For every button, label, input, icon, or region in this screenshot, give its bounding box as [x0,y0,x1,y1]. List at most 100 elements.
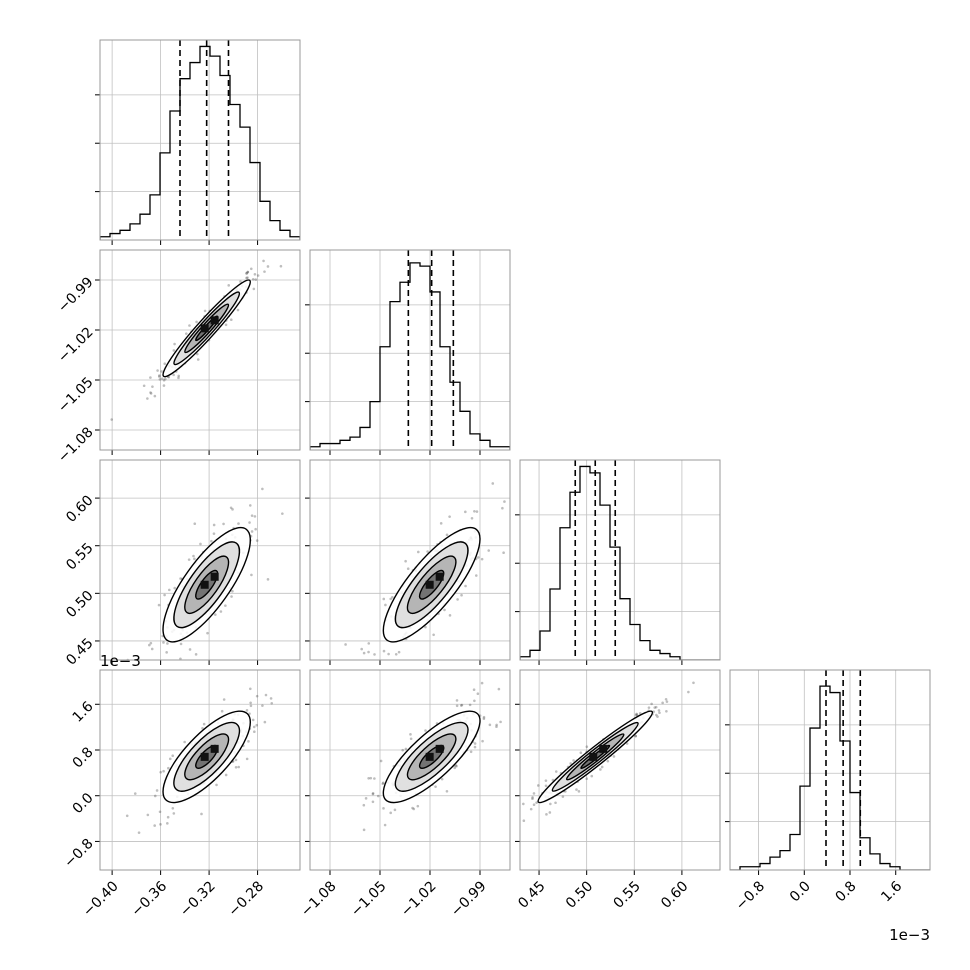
panel-frame [99,39,301,241]
scatter-point [151,385,154,388]
scatter-point [397,650,401,654]
scatter-point [470,516,474,520]
scatter-point [367,776,370,780]
scatter-point [532,803,536,807]
scatter-point [215,783,218,787]
density-core [210,316,219,325]
scatter-point [599,768,602,771]
scatter-point [142,384,146,388]
scatter-point [503,500,506,503]
scatter-point [133,792,137,795]
scatter-point [381,782,385,786]
scatter-point [157,375,161,378]
scatter-point [404,559,407,563]
scatter-point [253,515,257,518]
scatter-point [263,270,266,273]
scatter-point [172,373,175,377]
scatter-point [166,642,169,645]
scatter-point [167,375,171,379]
scatter-point [203,309,207,313]
scatter-point [382,649,386,653]
panel-frame [309,459,511,661]
scatter-point [491,482,495,485]
scatter-point [426,550,429,553]
scatter-point [473,509,476,513]
density-core [425,580,434,589]
scatter-point [255,723,259,727]
scatter-point [250,573,253,577]
scatter-point [153,794,157,798]
scatter-point [653,706,657,709]
scatter-point [281,512,284,515]
scatter-point [548,811,552,814]
scatter-point [196,358,200,361]
scatter-point [251,718,255,722]
pair-panel-p1-p3 [305,669,511,875]
scatter-point [579,751,583,755]
scatter-point [381,781,385,785]
scatter-point [162,378,166,382]
scatter-point [162,384,166,387]
scatter-point [454,764,458,767]
density-core [200,324,209,333]
scatter-point [371,791,375,795]
scatter-point [160,377,164,380]
offset-label-x: 1e−3 [889,926,930,944]
scatter-point [162,769,165,773]
panel-frame [309,249,511,451]
scatter-point [487,549,491,552]
scatter-point [480,681,484,685]
scatter-point [476,692,480,696]
pair-panel-p0-p1 [95,249,301,455]
scatter-point [487,836,490,839]
scatter-point [373,777,376,780]
scatter-point [493,846,496,849]
scatter-point [229,318,233,321]
scatter-point [249,701,252,705]
scatter-point [522,802,525,806]
scatter-point [406,567,410,571]
scatter-point [263,720,267,724]
scatter-point [234,765,238,769]
panel-frame [99,249,301,451]
scatter-point [362,803,366,807]
scatter-point [261,704,264,707]
scatter-point [455,764,458,768]
scatter-point [255,539,259,542]
scatter-point [549,802,552,806]
scatter-point [658,711,661,715]
scatter-point [171,806,175,810]
y-tick-label-p2: 0.55 [63,540,96,573]
scatter-point [531,797,534,801]
hist-panel-p1 [305,249,511,455]
scatter-point [149,392,153,395]
scatter-point [163,362,167,365]
scatter-point [497,687,501,691]
scatter-point [183,740,186,744]
scatter-point [495,723,498,727]
scatter-point [269,697,273,700]
scatter-point [167,766,170,770]
scatter-point [514,821,517,824]
scatter-point [531,796,534,799]
scatter-point [149,641,153,645]
scatter-point [389,597,392,601]
hist-panel-p0 [95,39,301,245]
density-core [599,744,608,753]
scatter-point [657,709,661,712]
scatter-point [495,725,498,729]
y-tick-label-p2: 0.60 [63,492,96,525]
scatter-point [344,643,347,646]
scatter-point [561,795,565,798]
y-tick-label-p3: −0.8 [61,836,96,871]
scatter-point [110,418,114,421]
scatter-point [554,801,557,805]
scatter-point [473,699,476,703]
scatter-point [389,811,393,815]
panel-frame [519,669,721,871]
scatter-point [445,789,449,793]
scatter-point [160,370,163,373]
x-tick-label-p0: −0.28 [226,878,268,920]
scatter-point [239,280,242,283]
